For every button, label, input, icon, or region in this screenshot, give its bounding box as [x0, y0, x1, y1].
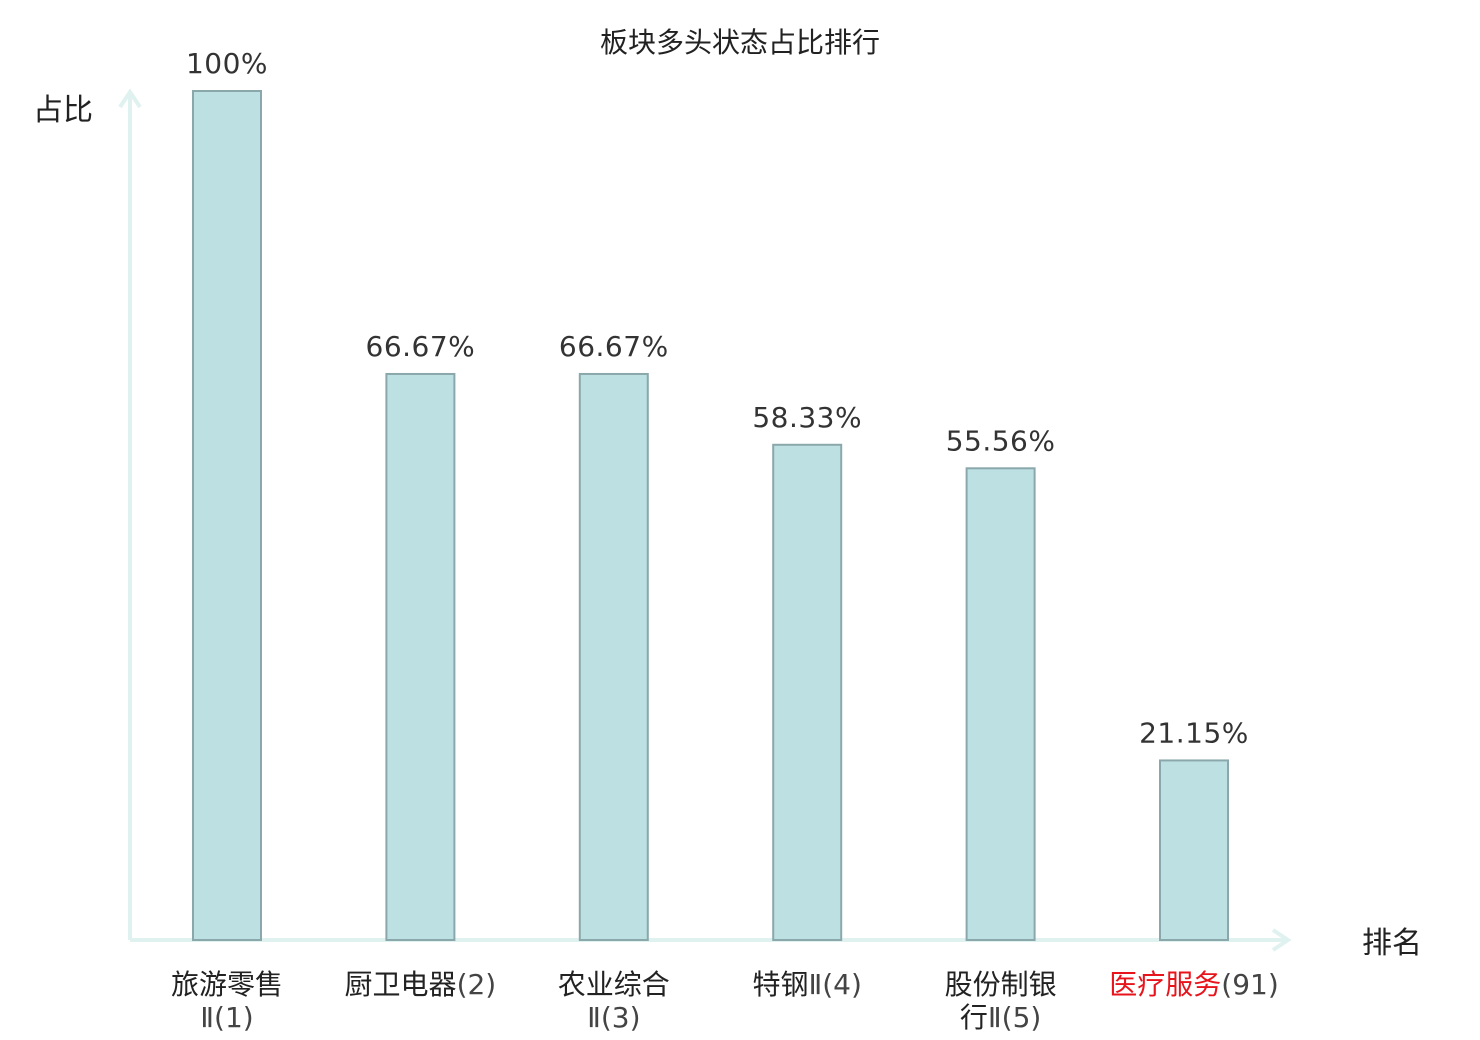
- category-label-3-line-2: Ⅱ(3): [587, 1001, 640, 1034]
- value-label-4: 58.33%: [752, 401, 862, 434]
- bar-1: [192, 90, 262, 941]
- y-axis-arrow: [118, 88, 142, 109]
- category-name: 医疗服务: [1109, 968, 1221, 1001]
- value-label-2: 66.67%: [366, 330, 476, 363]
- category-name: 农业综合: [558, 968, 670, 1001]
- category-label-6-line-1: 医疗服务(91): [1109, 968, 1279, 1001]
- value-label-1: 100%: [186, 47, 268, 80]
- category-name: 旅游零售: [171, 968, 283, 1001]
- y-axis-label: 占比: [33, 93, 93, 128]
- category-label-3-line-1: 农业综合: [558, 968, 670, 1001]
- x-axis-label: 排名: [1362, 926, 1422, 961]
- bar-2: [385, 372, 456, 942]
- value-label-6: 21.15%: [1139, 716, 1249, 749]
- category-label-2-line-1: 厨卫电器(2): [345, 968, 497, 1001]
- category-name: 厨卫电器: [345, 968, 457, 1001]
- category-name: 股份制银: [945, 968, 1057, 1001]
- bar-4: [772, 443, 843, 941]
- bars-group: [192, 90, 1229, 942]
- category-rank: (2): [457, 968, 497, 1001]
- category-label-5-line-2: 行Ⅱ(5): [960, 1001, 1041, 1034]
- category-label-4-line-1: 特钢Ⅱ(4): [752, 968, 861, 1001]
- bar-3: [578, 372, 649, 942]
- x-axis-arrow: [1271, 928, 1292, 952]
- category-rank: Ⅱ(1): [200, 1001, 253, 1034]
- bar-6: [1159, 759, 1229, 942]
- category-label-5-line-1: 股份制银: [945, 968, 1057, 1001]
- value-labels-group: 100% 66.67% 66.67% 58.33% 55.56% 21.15%: [186, 47, 1249, 749]
- chart-title: 板块多头状态占比排行: [600, 26, 880, 59]
- category-label-1-line-2: Ⅱ(1): [200, 1001, 253, 1034]
- category-rank: Ⅱ(4): [808, 968, 861, 1001]
- value-label-3: 66.67%: [559, 330, 669, 363]
- category-name: 行: [960, 1001, 988, 1034]
- category-label-1-line-1: 旅游零售: [171, 968, 283, 1001]
- value-label-5: 55.56%: [946, 424, 1056, 457]
- category-rank: (91): [1221, 968, 1278, 1001]
- bar-5: [965, 467, 1036, 941]
- category-name: 特钢: [752, 968, 808, 1001]
- category-rank: Ⅱ(5): [988, 1001, 1041, 1034]
- category-rank: Ⅱ(3): [587, 1001, 640, 1034]
